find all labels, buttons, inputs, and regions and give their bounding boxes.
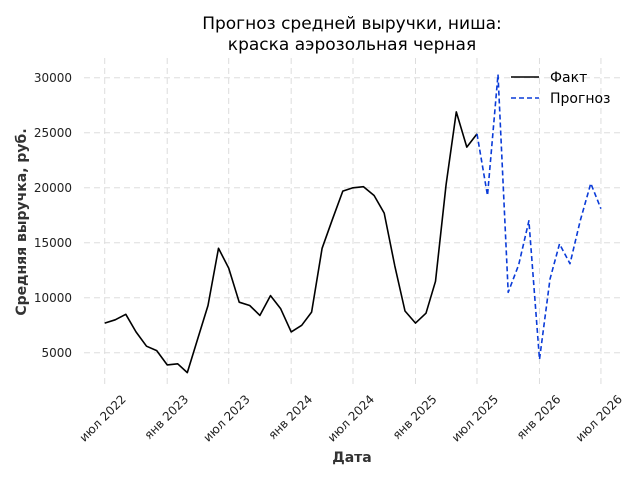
y-tick-label: 20000 xyxy=(34,181,72,195)
y-tick-label: 5000 xyxy=(41,346,72,360)
y-tick-label: 10000 xyxy=(34,291,72,305)
legend-label-fact: Факт xyxy=(550,70,587,86)
series-lines xyxy=(104,73,602,374)
x-axis-label: Дата xyxy=(332,450,371,466)
x-tick-label: июл 2024 xyxy=(325,392,377,444)
x-tick-label: июл 2026 xyxy=(573,392,625,444)
x-tick-label: июл 2023 xyxy=(201,392,253,444)
x-tick-label: июл 2022 xyxy=(77,392,129,444)
legend: Факт Прогноз xyxy=(511,70,611,107)
y-axis-label: Средняя выручка, руб. xyxy=(14,128,30,315)
x-tick-label: янв 2024 xyxy=(265,392,315,442)
y-tick-label: 15000 xyxy=(34,236,72,250)
grid xyxy=(84,58,622,388)
chart-title-line-1: Прогноз средней выручки, ниша: xyxy=(202,14,502,34)
chart-title-line-2: краска аэрозольная черная xyxy=(228,35,476,55)
x-tick-label: янв 2025 xyxy=(390,392,440,442)
series-line-fact xyxy=(104,111,478,374)
y-tick-label: 25000 xyxy=(34,126,72,140)
x-tick-label: янв 2023 xyxy=(141,392,191,442)
series-line-forecast xyxy=(476,73,602,361)
x-tick-label: июл 2025 xyxy=(449,392,501,444)
y-tick-labels: 5000 10000 15000 20000 25000 30000 xyxy=(34,71,72,360)
x-tick-labels: июл 2022 янв 2023 июл 2023 янв 2024 июл 2024… xyxy=(77,392,626,444)
legend-label-forecast: Прогноз xyxy=(550,91,611,107)
y-tick-label: 30000 xyxy=(34,71,72,85)
x-tick-label: янв 2026 xyxy=(514,392,564,442)
